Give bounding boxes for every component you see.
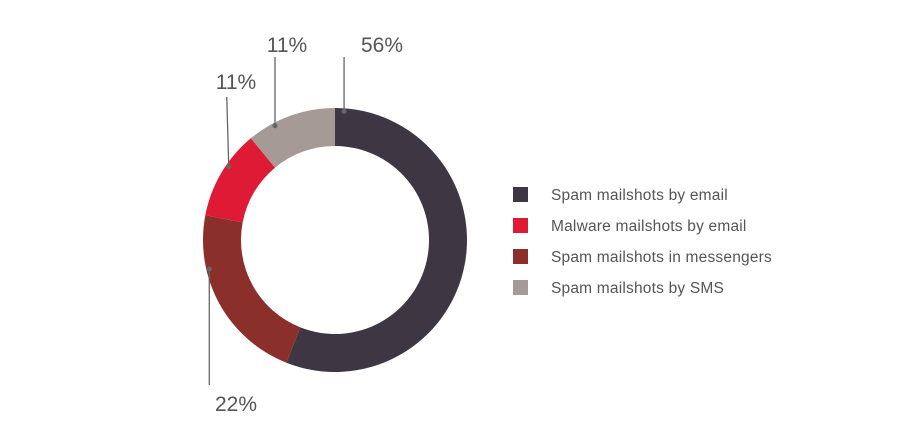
legend-item-spam-mailshots-by-sms: Spam mailshots by SMS bbox=[513, 280, 724, 297]
data-labels: 56% 11% 11% 22% bbox=[215, 34, 403, 416]
legend-label-malware-mailshots-by-email: Malware mailshots by email bbox=[551, 218, 747, 235]
leader-dot-malware-mailshots-by-email bbox=[226, 164, 232, 170]
legend-label-spam-mailshots-in-messengers: Spam mailshots in messengers bbox=[551, 249, 772, 266]
legend: Spam mailshots by email Malware mailshots… bbox=[513, 187, 772, 297]
slice-malware-mailshots-by-email bbox=[205, 138, 276, 223]
legend-swatch-spam-mailshots-in-messengers bbox=[513, 249, 528, 264]
leader-dot-spam-mailshots-in-messengers bbox=[206, 266, 212, 272]
data-label-spam-mailshots-by-sms: 11% bbox=[267, 34, 307, 57]
data-label-spam-mailshots-in-messengers: 22% bbox=[215, 393, 257, 416]
legend-label-spam-mailshots-by-email: Spam mailshots by email bbox=[551, 187, 728, 204]
slice-spam-mailshots-by-email bbox=[286, 108, 467, 372]
legend-swatch-malware-mailshots-by-email bbox=[513, 218, 528, 233]
legend-item-spam-mailshots-in-messengers: Spam mailshots in messengers bbox=[513, 249, 772, 266]
legend-item-spam-mailshots-by-email: Spam mailshots by email bbox=[513, 187, 728, 204]
slice-spam-mailshots-in-messengers bbox=[203, 215, 301, 363]
legend-item-malware-mailshots-by-email: Malware mailshots by email bbox=[513, 218, 747, 235]
slice-spam-mailshots-by-sms bbox=[250, 108, 335, 168]
legend-swatch-spam-mailshots-by-sms bbox=[513, 280, 528, 295]
donut-slices bbox=[203, 108, 467, 372]
data-label-malware-mailshots-by-email: 11% bbox=[216, 71, 256, 94]
leader-dot-spam-mailshots-by-email bbox=[341, 108, 347, 114]
legend-swatch-spam-mailshots-by-email bbox=[513, 187, 528, 202]
legend-label-spam-mailshots-by-sms: Spam mailshots by SMS bbox=[551, 280, 724, 297]
leader-lines bbox=[206, 57, 347, 385]
leader-dot-spam-mailshots-by-sms bbox=[272, 123, 278, 129]
data-label-spam-mailshots-by-email: 56% bbox=[361, 34, 403, 57]
leader-line-malware-mailshots-by-email bbox=[226, 96, 230, 167]
